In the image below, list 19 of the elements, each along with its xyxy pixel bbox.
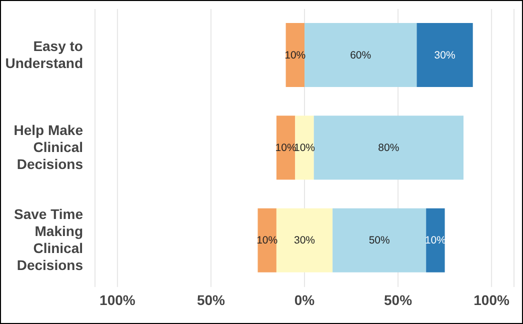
data-label: 80% xyxy=(378,142,400,154)
x-tick-label: 100% xyxy=(474,292,510,308)
y-tick-label: Easy to Understand xyxy=(5,38,83,71)
bar xyxy=(276,208,333,272)
y-tick-label: Save Time Making Clinical Decisions xyxy=(14,206,84,273)
x-tick-label: 100% xyxy=(100,292,136,308)
y-tick-label: Help Make Clinical Decisions xyxy=(14,122,84,172)
data-label: 30% xyxy=(294,234,316,247)
bar xyxy=(295,116,314,180)
data-label: 30% xyxy=(434,49,456,62)
bar xyxy=(304,23,417,87)
x-tick-label: 50% xyxy=(384,292,413,308)
x-tick-label: 0% xyxy=(294,292,316,308)
bar xyxy=(314,116,464,180)
data-label: 50% xyxy=(368,234,390,247)
x-tick-label: 50% xyxy=(196,292,226,308)
data-label: 60% xyxy=(350,49,372,62)
bar xyxy=(416,23,473,87)
bar xyxy=(332,208,426,272)
